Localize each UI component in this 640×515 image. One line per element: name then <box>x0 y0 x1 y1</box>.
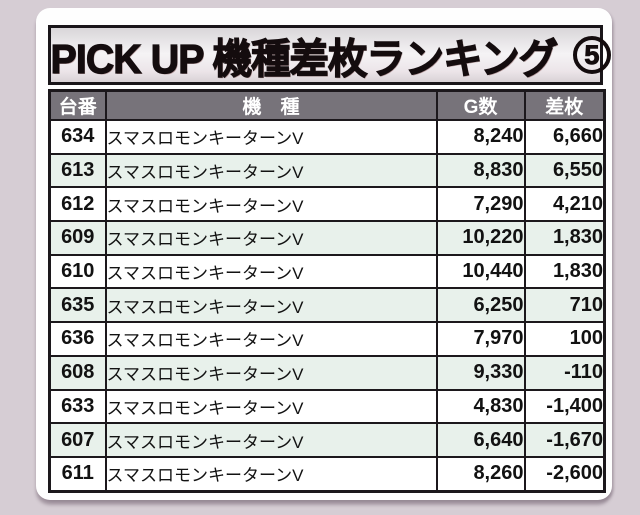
column-header-game-count: G数 <box>435 89 526 121</box>
cell-game-count: 8,240 <box>435 119 526 155</box>
table-row: 609 スマスロモンキーターンV 10,220 1,830 <box>48 220 606 256</box>
column-header-machine-name: 機 種 <box>104 89 438 121</box>
cell-machine-name: スマスロモンキーターンV <box>104 220 438 256</box>
table-row: 634 スマスロモンキーターンV 8,240 6,660 <box>48 119 606 155</box>
cell-game-count: 9,330 <box>435 354 526 391</box>
cell-machine-number: 612 <box>48 186 107 223</box>
cell-machine-name: スマスロモンキーターンV <box>104 287 438 324</box>
cell-machine-name: スマスロモンキーターンV <box>104 321 438 357</box>
ranking-table: 台番 機 種 G数 差枚 634 スマスロモンキーターンV 8,240 6,66… <box>48 89 606 493</box>
cell-diff-medals: 1,830 <box>523 253 606 290</box>
ranking-card: PICK UP 機種差枚ランキング 5 台番 機 種 G数 差枚 634 <box>36 8 612 500</box>
cell-machine-name: スマスロモンキーターンV <box>104 388 438 425</box>
cell-game-count: 8,260 <box>435 455 526 493</box>
cell-diff-medals: 4,210 <box>523 186 606 223</box>
ranking-table-container: 台番 機 種 G数 差枚 634 スマスロモンキーターンV 8,240 6,66… <box>48 89 606 493</box>
table-row: 635 スマスロモンキーターンV 6,250 710 <box>48 287 606 324</box>
cell-machine-number: 608 <box>48 354 107 391</box>
cell-machine-number: 633 <box>48 388 107 425</box>
page-title: PICK UP 機種差枚ランキング <box>50 35 559 82</box>
cell-machine-name: スマスロモンキーターンV <box>104 455 438 493</box>
cell-machine-number: 609 <box>48 220 107 256</box>
table-row: 610 スマスロモンキーターンV 10,440 1,830 <box>48 253 606 290</box>
cell-machine-name: スマスロモンキーターンV <box>104 354 438 391</box>
table-row: 612 スマスロモンキーターンV 7,290 4,210 <box>48 186 606 223</box>
cell-machine-name: スマスロモンキーターンV <box>104 422 438 458</box>
cell-game-count: 7,290 <box>435 186 526 223</box>
cell-machine-number: 634 <box>48 119 107 155</box>
cell-game-count: 7,970 <box>435 321 526 357</box>
table-row: 636 スマスロモンキーターンV 7,970 100 <box>48 321 606 357</box>
cell-machine-name: スマスロモンキーターンV <box>104 186 438 223</box>
cell-machine-number: 611 <box>48 455 107 493</box>
table-row: 613 スマスロモンキーターンV 8,830 6,550 <box>48 152 606 189</box>
cell-game-count: 8,830 <box>435 152 526 189</box>
cell-game-count: 4,830 <box>435 388 526 425</box>
cell-diff-medals: -110 <box>523 354 606 391</box>
table-row: 633 スマスロモンキーターンV 4,830 -1,400 <box>48 388 606 425</box>
cell-game-count: 6,250 <box>435 287 526 324</box>
cell-machine-number: 636 <box>48 321 107 357</box>
cell-machine-number: 613 <box>48 152 107 189</box>
cell-machine-number: 635 <box>48 287 107 324</box>
cell-diff-medals: 710 <box>523 287 606 324</box>
circled-number-5-icon: 5 <box>572 36 611 74</box>
table-row: 608 スマスロモンキーターンV 9,330 -110 <box>48 354 606 391</box>
cell-diff-medals: -1,400 <box>523 388 606 425</box>
cell-machine-name: スマスロモンキーターンV <box>104 152 438 189</box>
title-bar: PICK UP 機種差枚ランキング 5 <box>48 25 611 85</box>
cell-diff-medals: -1,670 <box>523 422 606 458</box>
cell-game-count: 10,440 <box>435 253 526 290</box>
cell-diff-medals: 1,830 <box>523 220 606 256</box>
cell-machine-number: 610 <box>48 253 107 290</box>
table-row: 611 スマスロモンキーターンV 8,260 -2,600 <box>48 455 606 493</box>
cell-machine-number: 607 <box>48 422 107 458</box>
cell-game-count: 10,220 <box>435 220 526 256</box>
cell-machine-name: スマスロモンキーターンV <box>104 119 438 155</box>
cell-diff-medals: 6,550 <box>523 152 606 189</box>
cell-machine-name: スマスロモンキーターンV <box>104 253 438 290</box>
table-row: 607 スマスロモンキーターンV 6,640 -1,670 <box>48 422 606 458</box>
cell-diff-medals: 6,660 <box>523 119 606 155</box>
column-header-machine-number: 台番 <box>48 89 107 121</box>
column-header-diff-medals: 差枚 <box>523 89 606 121</box>
table-header-row: 台番 機 種 G数 差枚 <box>48 89 606 121</box>
cell-game-count: 6,640 <box>435 422 526 458</box>
cell-diff-medals: 100 <box>523 321 606 357</box>
cell-diff-medals: -2,600 <box>523 455 606 493</box>
